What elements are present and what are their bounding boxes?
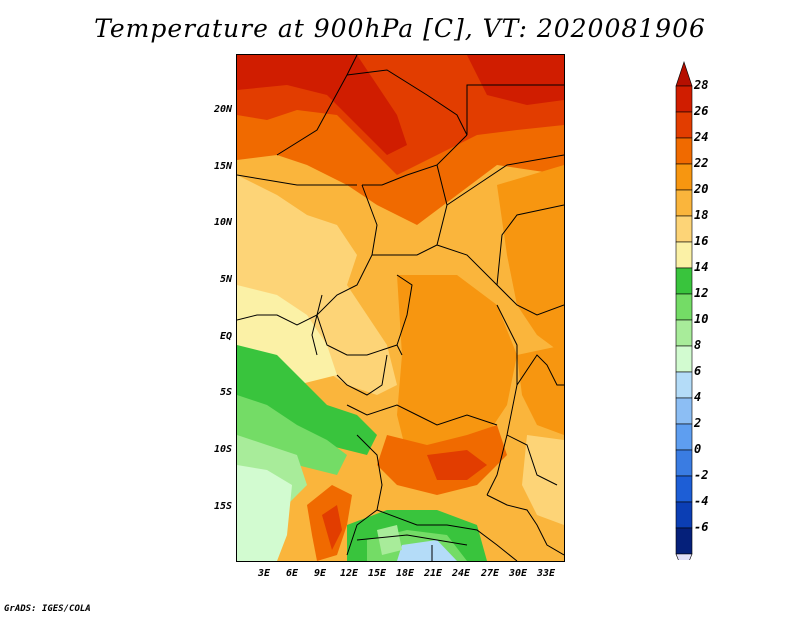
lon-label-30e: 30E (508, 568, 528, 579)
colorbar-segment (675, 293, 693, 321)
lon-label-6e: 6E (285, 568, 299, 579)
colorbar-label: 18 (694, 208, 709, 222)
colorbar-label: -6 (694, 520, 709, 534)
colorbar-segment (675, 475, 693, 503)
temperature-field (236, 54, 565, 562)
colorbar-label: 12 (694, 286, 709, 300)
colorbar-segment (675, 397, 693, 425)
map-title: Temperature at 900hPa [C], VT: 202008190… (94, 14, 706, 43)
lat-label-5n: 5N (219, 274, 232, 285)
lon-label-21e: 21E (423, 568, 443, 579)
colorbar-label: 8 (694, 338, 702, 352)
lon-label-12e: 12E (339, 568, 359, 579)
credit-text: GrADS: IGES/COLA (4, 604, 91, 614)
colorbar-label: 2 (694, 416, 702, 430)
colorbar-label: 24 (694, 130, 709, 144)
lat-label-eq: EQ (219, 331, 232, 342)
colorbar-label: 16 (694, 234, 709, 248)
colorbar (675, 61, 693, 560)
colorbar-segment (675, 189, 693, 217)
lon-label-24e: 24E (451, 568, 471, 579)
lon-label-9e: 9E (313, 568, 327, 579)
lon-label-3e: 3E (257, 568, 271, 579)
lon-label-33e: 33E (536, 568, 556, 579)
colorbar-segment (675, 345, 693, 373)
colorbar-segment (675, 423, 693, 451)
colorbar-label: 20 (694, 182, 709, 196)
colorbar-label: 26 (694, 104, 709, 118)
lat-label-20n: 20N (213, 104, 232, 115)
colorbar-segment (675, 371, 693, 399)
colorbar-bottom-arrow (675, 553, 693, 560)
lat-label-10n: 10N (213, 217, 232, 228)
colorbar-label: 22 (694, 156, 709, 170)
colorbar-label: 28 (694, 78, 709, 92)
colorbar-segment (675, 137, 693, 165)
colorbar-segment (675, 501, 693, 529)
colorbar-segment (675, 449, 693, 477)
lat-label-15n: 15N (213, 161, 232, 172)
lat-label-15s: 15S (213, 501, 232, 512)
lon-label-15e: 15E (367, 568, 387, 579)
colorbar-label: 0 (694, 442, 702, 456)
colorbar-segment (675, 267, 693, 295)
colorbar-segment (675, 85, 693, 113)
lat-label-5s: 5S (219, 387, 232, 398)
colorbar-segment (675, 241, 693, 269)
colorbar-segment (675, 319, 693, 347)
temperature-map (236, 54, 565, 562)
colorbar-label: -4 (694, 494, 709, 508)
colorbar-top-arrow (675, 61, 693, 87)
colorbar-segment (675, 215, 693, 243)
colorbar-label: 14 (694, 260, 709, 274)
lon-label-18e: 18E (395, 568, 415, 579)
colorbar-label: 10 (694, 312, 709, 326)
lon-label-27e: 27E (480, 568, 500, 579)
colorbar-segment (675, 527, 693, 555)
colorbar-segment (675, 163, 693, 191)
colorbar-label: 4 (694, 390, 702, 404)
colorbar-segment (675, 111, 693, 139)
colorbar-label: 6 (694, 364, 702, 378)
lat-label-10s: 10S (213, 444, 232, 455)
colorbar-label: -2 (694, 468, 709, 482)
